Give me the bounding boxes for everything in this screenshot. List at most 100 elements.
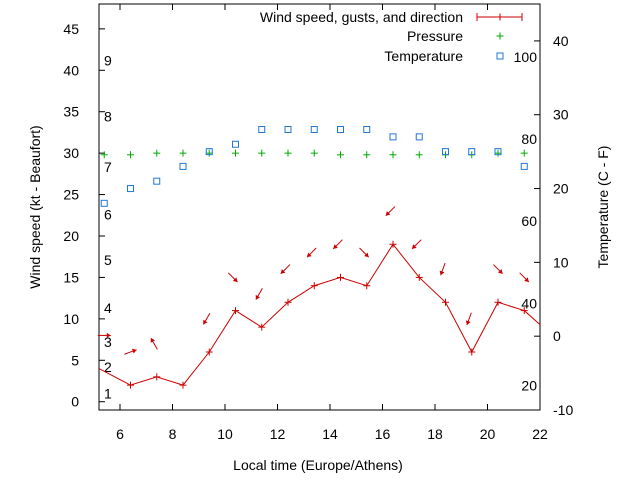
pressure-point (205, 149, 213, 157)
beaufort-label: 5 (104, 252, 112, 268)
temperature-point (494, 148, 502, 156)
pressure-point (232, 149, 239, 157)
beaufort-label: 7 (104, 159, 112, 175)
fahrenheit-label: 20 (521, 378, 537, 394)
beaufort-scale-labels: 1 2 3 4 5 6 7 8 9 (104, 52, 112, 401)
legend-label-pressure: Pressure (407, 28, 463, 44)
wind-direction-arrow (124, 348, 137, 355)
wind-speed-point (442, 298, 449, 306)
wind-direction-arrow (332, 239, 343, 250)
y2-tick-label: 40 (553, 33, 569, 49)
pressure-point (337, 151, 344, 159)
wind-direction-arrow (227, 272, 238, 283)
wind-direction-arrow (359, 247, 370, 258)
pressure-point (127, 151, 134, 159)
wind-direction-arrow (493, 264, 503, 275)
beaufort-label: 8 (104, 109, 112, 125)
temperature-point (205, 148, 213, 156)
y-tick-label: 35 (63, 104, 79, 120)
y2-tick-label: -10 (553, 402, 573, 418)
wind-speed-point (363, 282, 371, 290)
wind-direction-arrow-head (333, 244, 338, 249)
wind-speed-point (415, 273, 423, 281)
temperature-point (179, 162, 187, 170)
wind-speed-point (232, 307, 239, 315)
wind-direction-arrow (306, 247, 317, 258)
wind-direction-arrow (97, 332, 111, 338)
pressure-point (389, 151, 397, 159)
beaufort-label: 6 (104, 206, 112, 222)
wind-speed-point (127, 381, 134, 389)
temperature-point (520, 162, 528, 170)
beaufort-label: 9 (104, 52, 112, 68)
x-tick-label: 8 (169, 426, 177, 442)
y2-tick-label: 30 (553, 107, 569, 123)
y-tick-label: 30 (63, 145, 79, 161)
x-tick-label: 22 (532, 426, 548, 442)
x-tick-label: 10 (217, 426, 233, 442)
fahrenheit-label: 40 (521, 296, 537, 312)
y-axis-ticks: 0 5 10 15 20 25 30 35 40 45 (63, 21, 105, 410)
wind-direction-arrow-head (524, 277, 529, 283)
wind-direction-arrow-head (131, 348, 137, 354)
x-tick-label: 12 (270, 426, 286, 442)
wind-speed-point (153, 373, 161, 381)
x-tick-label: 6 (116, 426, 124, 442)
wind-direction-arrow-head (106, 332, 111, 338)
wind-direction-arrow (465, 312, 472, 326)
wind-speed-point (468, 348, 476, 356)
fahrenheit-label: 60 (521, 213, 537, 229)
wind-speed-point (284, 298, 292, 306)
wind-direction-arrow-head (203, 319, 208, 325)
y2-tick-label: 10 (553, 254, 569, 270)
wind-direction-arrow-head (307, 252, 312, 258)
wind-speed-point (205, 348, 213, 356)
y-tick-label: 15 (63, 269, 79, 285)
legend-key-wind-marker (496, 13, 504, 21)
wind-direction-arrow (411, 239, 422, 250)
y2-tick-label: 0 (553, 328, 561, 344)
temperature-point (389, 133, 397, 141)
wind-direction-arrow (202, 312, 211, 325)
wind-direction-arrow-head (498, 269, 503, 274)
y-tick-label: 25 (63, 187, 79, 203)
plot-frame (98, 3, 541, 411)
wind-speed-point (179, 381, 187, 389)
pressure-point (494, 149, 502, 157)
beaufort-label: 2 (104, 359, 112, 375)
pressure-point (310, 149, 318, 157)
wind-direction-arrow-head (280, 269, 286, 274)
wind-speed-point (258, 323, 266, 331)
beaufort-label: 1 (104, 385, 112, 401)
pressure-point (258, 149, 266, 157)
temperature-point (363, 125, 371, 133)
wind-speed-point (494, 298, 502, 306)
wind-speed-line (98, 243, 541, 386)
temperature-point (127, 185, 134, 193)
pressure-point (100, 151, 108, 159)
y2-tick-label: 20 (553, 181, 569, 197)
temperature-point (337, 125, 344, 133)
pressure-point (179, 149, 187, 157)
wind-speed-point (389, 240, 397, 248)
pressure-point (153, 149, 161, 157)
y-tick-label: 0 (71, 394, 79, 410)
fahrenheit-scale-labels: 20 40 60 80 100 (514, 49, 538, 393)
wind-direction-arrow-head (439, 270, 445, 276)
wind-direction-arrow (280, 264, 291, 275)
x-axis-label: Local time (Europe/Athens) (233, 457, 403, 473)
y2-axis-ticks: -10 0 10 20 30 40 (534, 33, 573, 418)
legend-key-temperature-marker (496, 52, 504, 60)
y-tick-label: 10 (63, 311, 79, 327)
temperature-point (310, 125, 318, 133)
wind-direction-arrow-head (465, 320, 471, 325)
temperature-point (442, 148, 449, 156)
temperature-point (415, 133, 423, 141)
pressure-point (520, 149, 528, 157)
y-tick-label: 45 (63, 21, 79, 37)
fahrenheit-label: 80 (521, 131, 537, 147)
wind-direction-arrow (255, 288, 263, 300)
wind-direction-arrow-head (412, 244, 417, 249)
